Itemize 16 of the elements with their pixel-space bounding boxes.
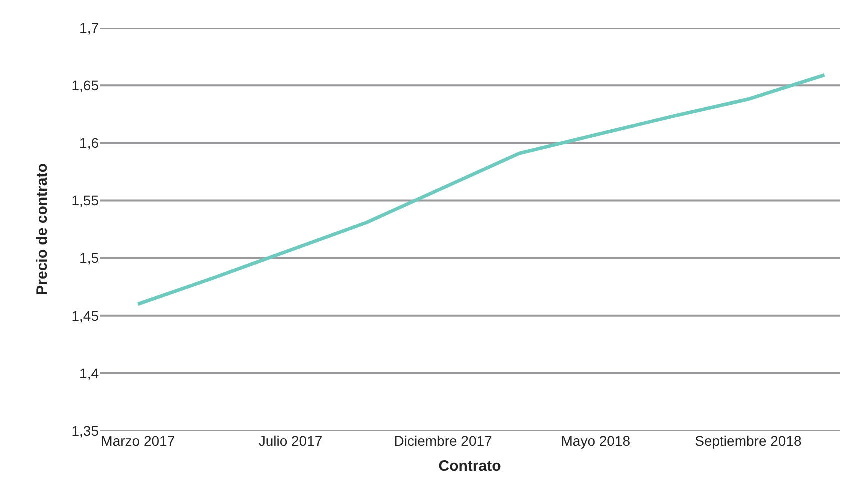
x-axis-title: Contrato	[438, 458, 502, 475]
x-tick-label: Mayo 2018	[561, 433, 631, 449]
y-tick-label: 1,45	[72, 308, 100, 324]
x-tick-label: Diciembre 2017	[394, 433, 493, 449]
y-tick-label: 1,6	[80, 135, 100, 152]
y-tick-label: 1,55	[72, 192, 100, 209]
x-tick-label: Marzo 2017	[101, 433, 176, 449]
x-tick-label: Julio 2017	[258, 433, 323, 449]
y-axis-title: Precio de contrato	[34, 164, 51, 296]
line-series	[136, 73, 826, 306]
y-tick-label: 1,5	[80, 250, 100, 266]
y-tick-label: 1,65	[72, 77, 100, 94]
y-tick-label: 1,4	[80, 365, 100, 382]
y-tick-label: 1,35	[72, 422, 100, 439]
x-tick-label: Septiembre 2018	[695, 433, 802, 449]
y-tick-label: 1,7	[80, 20, 100, 36]
